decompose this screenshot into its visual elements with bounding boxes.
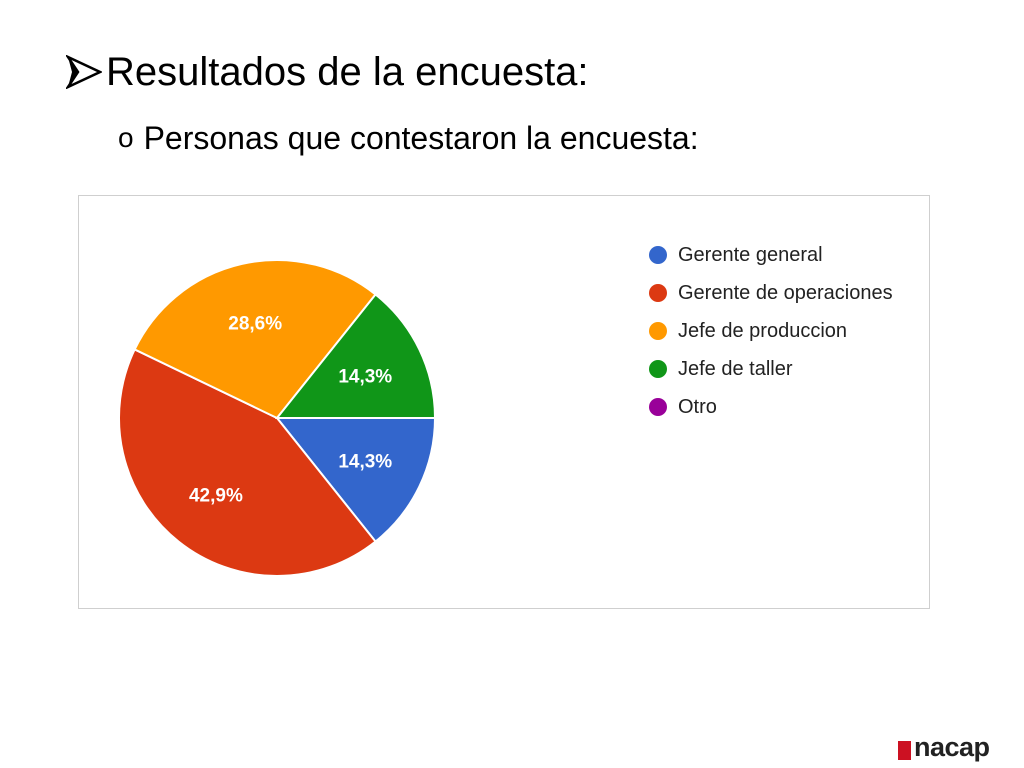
chart-legend: Gerente general Gerente de operaciones Jef… (649, 236, 893, 426)
legend-swatch-2 (649, 322, 667, 340)
pie-slice-label-1: 42,9% (189, 486, 243, 507)
pie-slice-label-3: 14,3% (338, 366, 392, 387)
pie-chart: 14,3% 42,9% 28,6% 14,3% Gerente general Gere… (78, 195, 930, 609)
pie-slice-2 (133, 259, 377, 420)
logo-mark-icon (898, 735, 911, 760)
subheading-text: Personas que contestaron la encuesta: (143, 120, 699, 156)
pie-slice-label-0: 14,3% (338, 452, 392, 473)
circle-bullet: o (118, 122, 134, 153)
pie-chart-canvas: 14,3% 42,9% 28,6% 14,3% (118, 259, 437, 577)
legend-label-3: Jefe de taller (678, 357, 793, 380)
legend-item-0: Gerente general (649, 236, 893, 274)
arrow-bullet-icon (66, 55, 102, 89)
legend-label-0: Gerente general (678, 243, 823, 266)
legend-label-2: Jefe de produccion (678, 319, 848, 342)
legend-item-2: Jefe de produccion (649, 312, 893, 350)
logo-text: nacap (914, 732, 990, 762)
pie-slice-0 (274, 417, 437, 543)
legend-swatch-3 (649, 360, 667, 378)
pie-slice-1 (118, 348, 377, 577)
pie-slice-label-2: 28,6% (228, 313, 282, 334)
slide-heading: Resultados de la encuesta: (66, 52, 589, 92)
legend-swatch-4 (649, 398, 667, 416)
legend-label-4: Otro (678, 395, 717, 418)
legend-label-1: Gerente de operaciones (678, 281, 893, 304)
pie-slice-3 (274, 293, 437, 419)
heading-text: Resultados de la encuesta: (106, 50, 589, 94)
legend-item-1: Gerente de operaciones (649, 274, 893, 312)
slide-subheading: o Personas que contestaron la encuesta: (118, 122, 699, 154)
legend-swatch-0 (649, 246, 667, 264)
legend-item-3: Jefe de taller (649, 350, 893, 388)
legend-item-4: Otro (649, 388, 893, 426)
legend-swatch-1 (649, 284, 667, 302)
inacap-logo: nacap (898, 732, 990, 763)
